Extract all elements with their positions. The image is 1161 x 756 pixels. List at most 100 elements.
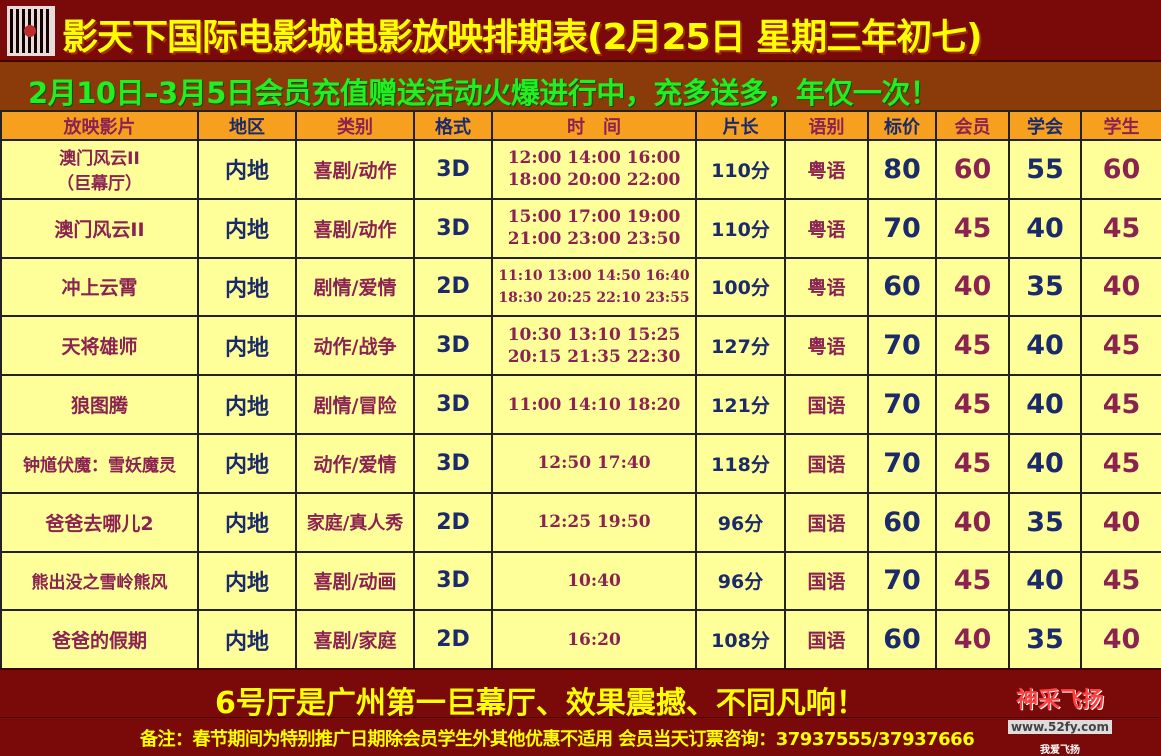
length: 127分 (695, 315, 786, 377)
showtimes: 10:30 13:10 15:25 20:15 21:35 22:30 (491, 315, 697, 377)
showtime-line: 20:15 21:35 22:30 (507, 346, 681, 367)
price-standard: 70 (867, 315, 937, 377)
genre: 喜剧/家庭 (295, 609, 415, 671)
price-association: 40 (1008, 374, 1082, 435)
region: 内地 (197, 609, 297, 671)
language: 国语 (784, 609, 869, 671)
watermark-main: 神采飞扬 (1015, 688, 1104, 713)
language: 粤语 (784, 197, 869, 259)
film-name: 狼图腾 (0, 374, 199, 435)
price-student: 45 (1080, 374, 1161, 435)
language: 国语 (784, 550, 869, 612)
language: 粤语 (784, 256, 869, 318)
language: 国语 (784, 491, 869, 553)
price-member: 40 (935, 256, 1010, 318)
film-name: 爸爸的假期 (0, 609, 199, 671)
showtimes: 15:00 17:00 19:00 21:00 23:00 23:50 (491, 197, 697, 259)
table-row: 爸爸去哪儿2 内地 家庭/真人秀 2D 12:25 19:50 96分 国语 60 40 35 40 (0, 491, 1161, 553)
schedule-table: 放映影片 地区 类别 格式时 间片长 语别 标价 会员 学会 学生 澳门风云II （巨幕厅） 内地… (0, 110, 1161, 671)
price-student: 40 (1080, 609, 1161, 671)
column-header: 时 间 (491, 110, 697, 141)
film-name: 澳门风云II (0, 197, 199, 259)
genre: 家庭/真人秀 (295, 491, 415, 553)
region: 内地 (197, 432, 297, 494)
price-standard: 60 (867, 609, 937, 671)
table-row: 冲上云霄 内地 剧情/爱情 2D 11:10 13:00 14:50 16:40 18:3… (0, 256, 1161, 318)
price-standard: 70 (867, 374, 937, 435)
showtimes: 12:00 14:00 16:00 18:00 20:00 22:00 (491, 139, 697, 200)
genre: 动作/爱情 (295, 432, 415, 494)
region: 内地 (197, 550, 297, 612)
length: 110分 (695, 139, 786, 200)
showtime-line: 16:20 (567, 629, 621, 650)
format: 3D (413, 432, 493, 494)
price-student: 45 (1080, 315, 1161, 377)
price-member: 45 (935, 315, 1010, 377)
region: 内地 (197, 315, 297, 377)
format: 2D (413, 256, 493, 318)
table-row: 爸爸的假期 内地 喜剧/家庭 2D 16:20 108分 国语 60 40 35 40 (0, 609, 1161, 671)
price-student: 40 (1080, 256, 1161, 318)
table-row: 澳门风云II 内地 喜剧/动作 3D 15:00 17:00 19:00 21:00 23… (0, 197, 1161, 259)
price-association: 40 (1008, 315, 1082, 377)
price-standard: 70 (867, 550, 937, 612)
notes-bar: 备注：春节期间为特别推广日期除会员学生外其他优惠不适用 会员当天订票咨询：379… (0, 718, 1161, 753)
price-member: 60 (935, 139, 1010, 200)
column-header: 学生 (1080, 110, 1161, 141)
showtime-line: 10:30 13:10 15:25 (507, 324, 681, 345)
table-row: 狼图腾 内地 剧情/冒险 3D 11:00 14:10 18:20 121分 国语 70 45 4… (0, 374, 1161, 435)
column-header: 标价 (867, 110, 937, 141)
column-header: 地区 (197, 110, 297, 141)
film-name: 天将雄师 (0, 315, 199, 377)
genre: 动作/战争 (295, 315, 415, 377)
showtimes: 10:40 (491, 550, 697, 612)
table-row: 天将雄师 内地 动作/战争 3D 10:30 13:10 15:25 20:15 21:3… (0, 315, 1161, 377)
showtime-line: 12:50 17:40 (537, 453, 651, 474)
length: 108分 (695, 609, 786, 671)
price-student: 60 (1080, 139, 1161, 200)
price-association: 35 (1008, 609, 1082, 671)
genre: 喜剧/动作 (295, 139, 415, 200)
length: 96分 (695, 491, 786, 553)
notes-text: 备注：春节期间为特别推广日期除会员学生外其他优惠不适用 会员当天订票咨询：379… (140, 729, 975, 750)
price-association: 35 (1008, 256, 1082, 318)
genre: 喜剧/动画 (295, 550, 415, 612)
price-standard: 80 (867, 139, 937, 200)
slogan-text: 6号厅是广州第一巨幕厅、效果震撼、不同凡响！ (215, 686, 866, 721)
price-member: 40 (935, 609, 1010, 671)
column-header: 会员 (935, 110, 1010, 141)
film-name: 澳门风云II （巨幕厅） (0, 139, 199, 200)
language: 国语 (784, 374, 869, 435)
length: 96分 (695, 550, 786, 612)
title-banner: 影天下国际电影城电影放映排期表(2月25日 星期三年初七) (0, 0, 1161, 62)
promo-text: 2月10日–3月5日会员充值赠送活动火爆进行中，充多送多，年仅一次！ (28, 76, 939, 110)
length: 121分 (695, 374, 786, 435)
showtimes: 12:50 17:40 (491, 432, 697, 494)
price-standard: 70 (867, 197, 937, 259)
showtimes: 16:20 (491, 609, 697, 671)
film-name: 冲上云霄 (0, 256, 199, 318)
region: 内地 (197, 374, 297, 435)
format: 3D (413, 139, 493, 200)
showtime-line: 12:00 14:00 16:00 (507, 148, 681, 169)
language: 粤语 (784, 315, 869, 377)
format: 3D (413, 550, 493, 612)
length: 110分 (695, 197, 786, 259)
qr-code-icon (7, 6, 55, 56)
price-member: 40 (935, 491, 1010, 553)
column-header: 语别 (784, 110, 869, 141)
region: 内地 (197, 491, 297, 553)
price-standard: 60 (867, 491, 937, 553)
showtime-line: 21:00 23:00 23:50 (507, 229, 681, 250)
column-header: 学会 (1008, 110, 1082, 141)
showtimes: 12:25 19:50 (491, 491, 697, 553)
table-row: 钟馗伏魔：雪妖魔灵 内地 动作/爱情 3D 12:50 17:40 118分 国语 70 45 4… (0, 432, 1161, 494)
column-header: 片长 (695, 110, 786, 141)
price-standard: 70 (867, 432, 937, 494)
showtime-line: 12:25 19:50 (537, 512, 651, 533)
table-row: 熊出没之雪岭熊风 内地 喜剧/动画 3D 10:40 96分 国语 70 45 40 45 (0, 550, 1161, 612)
showtime-line: 11:00 14:10 18:20 (507, 394, 681, 415)
promo-banner: 2月10日–3月5日会员充值赠送活动火爆进行中，充多送多，年仅一次！ (0, 62, 1161, 110)
price-student: 45 (1080, 550, 1161, 612)
price-standard: 60 (867, 256, 937, 318)
